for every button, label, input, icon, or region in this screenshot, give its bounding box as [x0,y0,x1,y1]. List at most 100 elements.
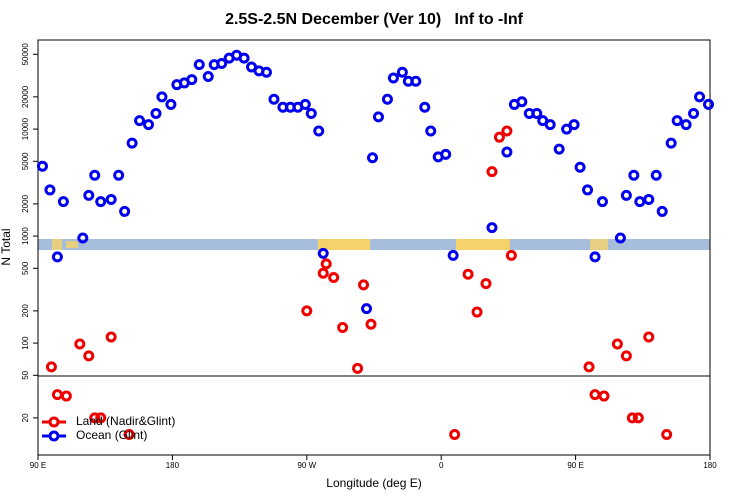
land-patch [456,239,510,250]
data-point [486,222,498,234]
data-point [449,428,461,440]
data-point [396,66,408,78]
data-point [36,160,48,172]
data-point [582,184,594,196]
data-point [505,249,517,261]
x-tick-label: 180 [703,461,717,470]
data-point [216,58,228,70]
data-point [419,101,431,113]
data-point [337,321,349,333]
data-point [113,169,125,181]
y-tick-label: 50 [21,370,30,379]
surface-strip [38,239,710,250]
data-point [628,169,640,181]
data-point [202,71,214,83]
data-point [313,125,325,137]
data-point [574,161,586,173]
data-point [583,361,595,373]
data-point [561,123,573,135]
data-point [447,249,459,261]
data-point [387,72,399,84]
x-tick-label: 180 [166,461,180,470]
data-point [134,115,146,127]
y-tick-label: 1000 [21,227,30,245]
data-point [186,74,198,86]
data-point [381,93,393,105]
data-point [367,152,379,164]
data-point [83,189,95,201]
data-point [643,331,655,343]
legend-marker [48,416,60,428]
data-point [328,272,340,284]
y-tick-label: 10000 [21,117,30,140]
data-point [440,148,452,160]
data-point [365,318,377,330]
data-point [51,251,63,263]
land-patch [318,239,370,250]
y-tick-label: 500 [21,261,30,275]
data-point [553,143,565,155]
data-point [688,107,700,119]
y-tick-label: 100 [21,336,30,350]
data-point [268,93,280,105]
data-point [305,107,317,119]
data-point [589,389,601,401]
data-point [143,119,155,131]
land-patch [590,239,608,250]
data-point [95,412,107,424]
land-patch [52,239,62,250]
data-point [105,331,117,343]
data-point [544,119,556,131]
data-point [410,75,422,87]
data-point [620,189,632,201]
data-point [656,205,668,217]
data-point [462,268,474,280]
data-point [680,119,692,131]
data-point [372,111,384,123]
data-point [51,389,63,401]
data-point [74,338,86,350]
data-point [358,279,370,291]
data-point [150,107,162,119]
x-tick-label: 0 [439,461,444,470]
data-point [352,362,364,374]
y-axis-label: N Total [0,228,13,265]
data-point [493,131,505,143]
data-point [671,115,683,127]
data-point [165,98,177,110]
x-axis-label: Longitude (deg E) [326,476,421,490]
data-point [44,184,56,196]
data-point [661,428,673,440]
data-point [89,169,101,181]
legend-label: Ocean (Glint) [76,428,147,442]
data-point [60,390,72,402]
y-tick-label: 5000 [21,152,30,170]
data-point [480,278,492,290]
y-tick-label: 200 [21,304,30,318]
data-point [301,305,313,317]
y-tick-label: 20000 [21,85,30,108]
data-point [83,350,95,362]
data-point [317,247,329,259]
data-point [650,169,662,181]
data-point [57,196,69,208]
data-point [425,125,437,137]
data-point [634,196,646,208]
data-point [260,66,272,78]
data-point [123,428,135,440]
data-point [501,125,513,137]
data-point [643,193,655,205]
land-patch [66,241,78,248]
data-point [317,267,329,279]
data-point [516,96,528,108]
y-tick-label: 20 [21,413,30,422]
x-tick-label: 90 W [297,461,316,470]
y-tick-label: 2000 [21,194,30,212]
data-point [703,98,715,110]
data-point [95,196,107,208]
data-point [320,258,332,270]
data-point [119,205,131,217]
legend-label: Land (Nadir&Glint) [76,414,175,428]
x-tick-label: 90 E [567,461,583,470]
